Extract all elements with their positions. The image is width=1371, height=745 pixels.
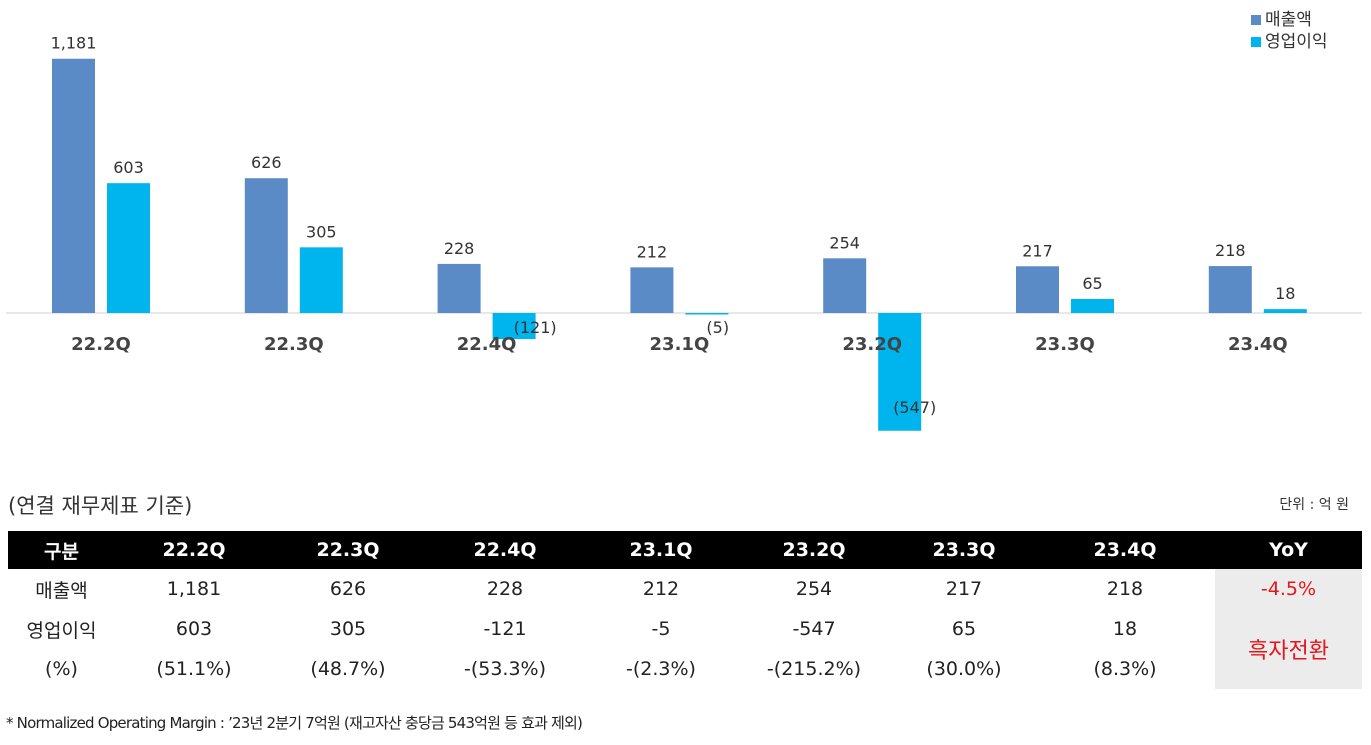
header-quarter: 23.4Q xyxy=(1035,531,1215,569)
header-quarter: 23.1Q xyxy=(587,531,735,569)
table-row: 매출액 1,181 626 228 212 254 217 218 -4.5% xyxy=(8,569,1362,609)
table-cell: -5 xyxy=(651,618,671,640)
table-cell: (51.1%) xyxy=(156,658,232,680)
bar-operating-profit xyxy=(492,313,536,340)
table-row: (%) (51.1%) (48.7%) -(53.3%) -(2.3%) -(2… xyxy=(8,649,1362,689)
table-cell: 228 xyxy=(486,578,524,600)
data-label: 18 xyxy=(1275,284,1295,303)
data-label: 626 xyxy=(251,153,282,172)
category-label: 23.3Q xyxy=(1035,334,1095,355)
row-label-operating-profit: 영업이익 xyxy=(26,619,97,642)
data-label: (547) xyxy=(893,398,936,417)
category-label: 23.2Q xyxy=(842,334,902,355)
data-label: 1,181 xyxy=(51,34,97,53)
data-label: 212 xyxy=(637,242,668,261)
row-label-revenue: 매출액 xyxy=(35,579,88,602)
legend-swatch-operating-profit xyxy=(1251,37,1261,47)
yoy-revenue: -4.5% xyxy=(1215,569,1362,609)
table-cell: 1,181 xyxy=(166,578,222,600)
header-quarter: 22.3Q xyxy=(273,531,423,569)
bar-operating-profit xyxy=(878,313,922,431)
bar-revenue xyxy=(437,263,481,313)
table-cell: -(2.3%) xyxy=(626,658,696,680)
table-cell: -(53.3%) xyxy=(463,658,547,680)
bar-operating-profit xyxy=(1071,299,1114,313)
data-label: 217 xyxy=(1022,241,1053,260)
table-cell: 603 xyxy=(175,618,213,640)
header-quarter: 22.4Q xyxy=(423,531,587,569)
category-label: 22.3Q xyxy=(264,334,324,355)
data-label: (121) xyxy=(514,318,557,337)
table-cell: 626 xyxy=(329,578,367,600)
yoy-operating-profit: 흑자전환 xyxy=(1215,609,1362,689)
data-label: (5) xyxy=(706,318,729,337)
table-cell: (48.7%) xyxy=(310,658,386,680)
financial-table: 구분 22.2Q 22.3Q 22.4Q 23.1Q 23.2Q 23.3Q 2… xyxy=(8,531,1362,689)
table-cell: 212 xyxy=(642,578,680,600)
header-quarter: 23.3Q xyxy=(893,531,1035,569)
table-cell: 65 xyxy=(951,618,977,640)
header-quarter: 23.2Q xyxy=(735,531,893,569)
table-cell: 217 xyxy=(945,578,983,600)
table-row: 영업이익 603 305 -121 -5 -547 65 18 흑자전환 xyxy=(8,609,1362,689)
data-label: 65 xyxy=(1082,274,1102,293)
data-label: 603 xyxy=(113,158,144,177)
table-cell: -121 xyxy=(483,618,527,640)
bar-chart: 1,181 603 22.2Q 626 305 22.3Q 228 (121)22.4Q 212… xyxy=(6,34,1362,431)
legend-label-operating-profit: 영업이익 xyxy=(1265,32,1328,52)
header-quarter: 22.2Q xyxy=(115,531,273,569)
category-label: 23.4Q xyxy=(1228,334,1288,355)
row-label-margin: (%) xyxy=(45,658,78,680)
table-cell: 218 xyxy=(1106,578,1144,600)
basis-note: (연결 재무제표 기준) xyxy=(8,494,193,518)
table-cell: 254 xyxy=(795,578,833,600)
table-cell: -547 xyxy=(792,618,836,640)
bar-revenue xyxy=(1016,266,1059,313)
chart-legend: 매출액 영업이익 xyxy=(1251,9,1328,53)
legend-swatch-revenue xyxy=(1251,15,1261,25)
table-cell: 305 xyxy=(329,618,367,640)
data-label: 218 xyxy=(1215,241,1246,260)
data-label: 254 xyxy=(829,233,860,252)
bar-revenue xyxy=(244,178,288,313)
legend-item-revenue: 매출액 xyxy=(1251,9,1328,31)
category-label: 22.4Q xyxy=(457,334,517,355)
table-cell: 18 xyxy=(1112,618,1138,640)
table-cell: (8.3%) xyxy=(1093,658,1157,680)
footnote: * Normalized Operating Margin : ’23년 2분기… xyxy=(6,714,583,732)
bar-revenue xyxy=(630,267,674,313)
table-cell: (30.0%) xyxy=(926,658,1002,680)
bar-operating-profit xyxy=(1263,309,1307,313)
bar-operating-profit xyxy=(107,183,150,313)
unit-note: 단위 : 억 원 xyxy=(1279,497,1349,513)
header-yoy: YoY xyxy=(1215,531,1362,569)
category-label: 23.1Q xyxy=(650,334,710,355)
data-label: 305 xyxy=(306,222,337,241)
bar-revenue xyxy=(52,58,95,314)
bar-revenue xyxy=(1208,266,1252,313)
data-label: 228 xyxy=(444,239,475,258)
category-label: 22.2Q xyxy=(71,334,131,355)
header-category: 구분 xyxy=(8,531,115,569)
table-cell: -(215.2%) xyxy=(766,658,862,680)
bar-revenue xyxy=(823,258,867,313)
table-header-row: 구분 22.2Q 22.3Q 22.4Q 23.1Q 23.2Q 23.3Q 2… xyxy=(8,531,1362,569)
bar-operating-profit xyxy=(685,313,729,315)
legend-label-revenue: 매출액 xyxy=(1265,10,1312,30)
bar-operating-profit xyxy=(299,247,343,313)
legend-item-operating-profit: 영업이익 xyxy=(1251,31,1328,53)
